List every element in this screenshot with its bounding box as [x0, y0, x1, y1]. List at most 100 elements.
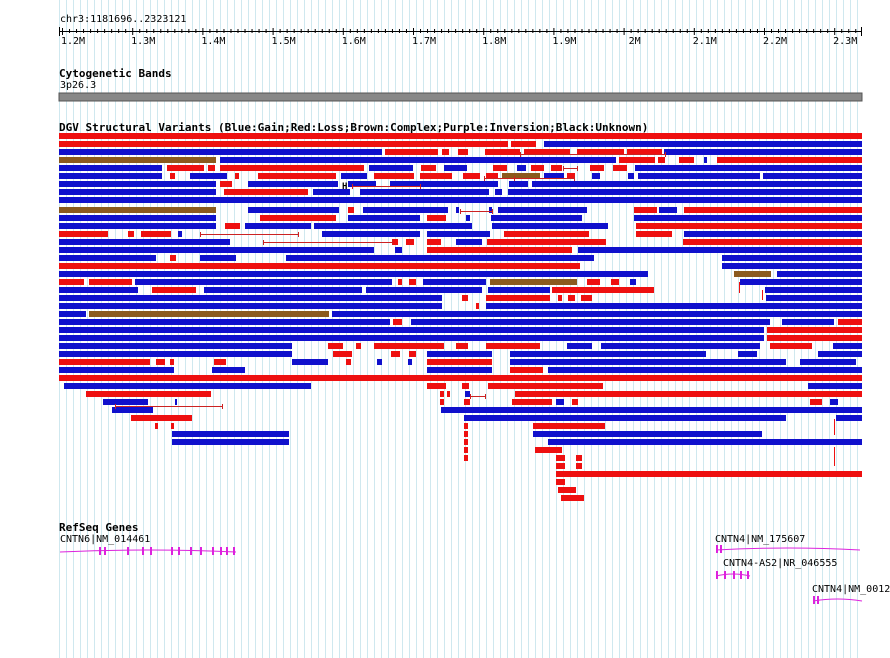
variant-bar[interactable]	[498, 207, 587, 213]
variant-bar[interactable]	[627, 149, 662, 155]
variant-bar[interactable]	[392, 239, 398, 245]
variant-bar[interactable]	[535, 447, 562, 453]
variant-bar[interactable]	[556, 471, 862, 477]
variant-bar[interactable]	[427, 231, 490, 237]
variant-bar[interactable]	[366, 287, 482, 293]
variant-bar[interactable]	[464, 415, 786, 421]
variant-bar[interactable]	[409, 279, 416, 285]
variant-bar[interactable]	[172, 439, 289, 445]
variant-bar[interactable]	[767, 327, 862, 333]
variant-bar[interactable]	[635, 165, 862, 171]
gene-label-cntn6[interactable]: CNTN6|NM_014461	[60, 534, 151, 545]
variant-bar[interactable]	[491, 215, 582, 221]
variant-bar[interactable]	[684, 231, 862, 237]
variant-bar[interactable]	[214, 359, 226, 365]
variant-bar[interactable]	[456, 343, 468, 349]
variant-bar[interactable]	[59, 189, 216, 195]
variant-bar[interactable]	[170, 359, 174, 365]
variant-bar[interactable]	[464, 455, 468, 461]
gene-exon[interactable]	[747, 571, 749, 579]
variant-bar[interactable]	[464, 423, 468, 429]
variant-bar[interactable]	[489, 207, 492, 213]
gene-exon[interactable]	[212, 547, 214, 555]
variant-bar[interactable]	[377, 359, 382, 365]
variant-bar[interactable]	[476, 303, 479, 309]
variant-bar[interactable]	[567, 343, 592, 349]
variant-bar[interactable]	[212, 367, 245, 373]
variant-bar[interactable]	[568, 295, 575, 301]
variant-bar[interactable]	[722, 255, 862, 261]
variant-bar[interactable]	[495, 189, 502, 195]
variant-bar[interactable]	[204, 287, 362, 293]
variant-bar[interactable]	[313, 189, 350, 195]
variant-bar[interactable]	[767, 335, 862, 341]
variant-bar[interactable]	[658, 157, 665, 163]
variant-bar[interactable]	[561, 495, 584, 501]
cytogenetic-band-track[interactable]	[58, 92, 863, 102]
variant-bar[interactable]	[556, 399, 564, 405]
variant-bar[interactable]	[679, 157, 694, 163]
variant-bar[interactable]	[59, 335, 764, 341]
variant-bar[interactable]	[738, 351, 757, 357]
gene-exon[interactable]	[740, 571, 742, 579]
gene-exon[interactable]	[817, 596, 819, 604]
variant-bar[interactable]	[59, 327, 764, 333]
gene-exon[interactable]	[142, 547, 144, 555]
variant-bar[interactable]	[59, 173, 162, 179]
variant-bar[interactable]	[486, 295, 550, 301]
variant-bar[interactable]	[492, 223, 608, 229]
gene-exon[interactable]	[813, 596, 815, 604]
variant-bar[interactable]	[89, 279, 132, 285]
variant-bar[interactable]	[508, 189, 862, 195]
variant-bar[interactable]	[346, 359, 351, 365]
variant-bar[interactable]	[171, 423, 174, 429]
variant-bar[interactable]	[103, 399, 148, 405]
variant-bar[interactable]	[59, 141, 508, 147]
variant-bar[interactable]	[462, 383, 469, 389]
variant-bar[interactable]	[390, 181, 498, 187]
variant-bar[interactable]	[833, 343, 862, 349]
variant-bar[interactable]	[427, 351, 492, 357]
variant-bar[interactable]	[59, 367, 174, 373]
coordinate-ruler[interactable]: 1.2M 1.3M 1.4M 1.5M 1.6M 1.7M 1.8M 1.9M 2M 2.1M 2.…	[59, 27, 862, 47]
variant-bar[interactable]	[466, 215, 470, 221]
gene-label-cntn4-as2[interactable]: CNTN4-AS2|NR_046555	[723, 558, 838, 569]
variant-bar[interactable]	[427, 359, 492, 365]
variant-bar[interactable]	[464, 447, 468, 453]
gene-exon[interactable]	[200, 547, 202, 555]
variant-bar[interactable]	[628, 173, 634, 179]
variant-bar[interactable]	[465, 391, 470, 397]
variant-bar[interactable]	[456, 207, 459, 213]
variant-bar[interactable]	[374, 343, 444, 349]
variant-bar[interactable]	[531, 165, 544, 171]
variant-bar[interactable]	[59, 197, 862, 203]
variant-bar[interactable]	[59, 157, 216, 163]
variant-bar[interactable]	[292, 359, 328, 365]
variant-bar[interactable]	[611, 279, 619, 285]
dgv-variants-track[interactable]: H	[59, 133, 862, 501]
variant-bar[interactable]	[782, 319, 834, 325]
gene-exon[interactable]	[720, 545, 722, 553]
variant-bar[interactable]	[444, 165, 467, 171]
variant-bar[interactable]	[341, 173, 367, 179]
variant-bar[interactable]	[348, 215, 420, 221]
variant-bar[interactable]	[636, 223, 862, 229]
variant-bar[interactable]	[220, 181, 232, 187]
variant-bar[interactable]	[511, 141, 536, 147]
variant-bar[interactable]	[369, 165, 413, 171]
variant-bar[interactable]	[515, 391, 862, 397]
variant-bar[interactable]	[619, 157, 655, 163]
variant-bar[interactable]	[260, 215, 336, 221]
gene-exon[interactable]	[104, 547, 106, 555]
variant-bar[interactable]	[391, 351, 400, 357]
variant-bar[interactable]	[135, 279, 392, 285]
gene-exon[interactable]	[733, 571, 735, 579]
variant-bar[interactable]	[59, 239, 230, 245]
variant-bar[interactable]	[442, 149, 449, 155]
variant-bar[interactable]	[488, 287, 550, 293]
variant-bar[interactable]	[552, 287, 654, 293]
variant-bar[interactable]	[420, 173, 452, 179]
variant-bar[interactable]	[395, 247, 402, 253]
variant-bar[interactable]	[577, 149, 624, 155]
variant-bar[interactable]	[558, 295, 562, 301]
